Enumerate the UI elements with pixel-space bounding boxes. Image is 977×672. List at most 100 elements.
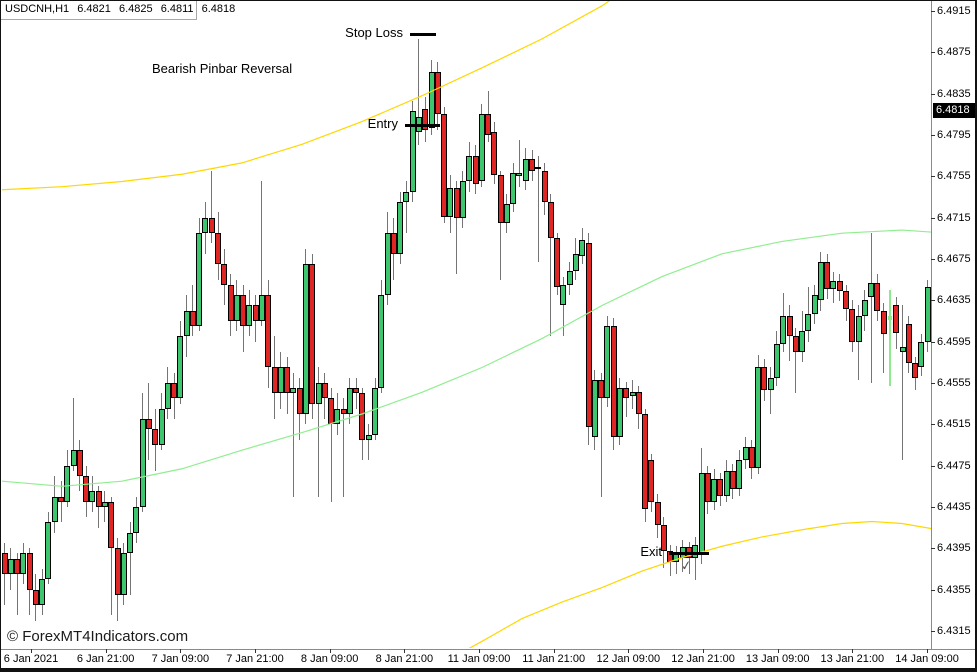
candle-wick — [518, 140, 520, 187]
candle-body — [767, 378, 774, 390]
time-tick — [404, 649, 406, 653]
candle-body — [45, 522, 52, 579]
candle-body — [328, 398, 335, 424]
price-tick — [931, 590, 935, 591]
price-tick — [931, 383, 935, 384]
stop-loss-line — [410, 33, 436, 36]
candle-body — [472, 156, 479, 184]
candle-wick — [368, 424, 370, 460]
price-label: 6.4795 — [937, 129, 971, 141]
time-label: 11 Jan 21:00 — [522, 653, 586, 665]
candle-body — [233, 295, 240, 321]
candle-body — [516, 173, 523, 176]
candle-body — [698, 473, 705, 553]
candle-body — [397, 202, 404, 254]
candle-body — [378, 295, 385, 388]
plot-area[interactable]: Bearish Pinbar Reversal Stop Loss Entry … — [2, 1, 931, 648]
price-label: 6.4435 — [937, 501, 971, 513]
time-label: 6 Jan 21:00 — [76, 653, 135, 665]
price-label: 6.4315 — [937, 625, 971, 637]
price-tick — [931, 466, 935, 467]
price-axis-line — [931, 1, 932, 649]
candle-body — [302, 264, 309, 414]
candle-body — [912, 363, 919, 378]
candle-body — [359, 393, 366, 440]
time-label: 8 Jan 09:00 — [300, 653, 359, 665]
candle-body — [491, 132, 498, 175]
time-tick — [553, 649, 555, 653]
candle-body — [32, 590, 39, 605]
candle-body — [284, 367, 291, 393]
candle-body — [271, 367, 278, 393]
candle-body — [459, 181, 466, 218]
candle-body — [572, 254, 579, 271]
candle-body — [742, 447, 749, 460]
candle-body — [642, 414, 649, 509]
time-label: 13 Jan 09:00 — [745, 653, 810, 665]
candle-body — [114, 548, 121, 595]
candle-body — [805, 314, 812, 331]
candle-body — [723, 471, 730, 496]
candle-wick — [405, 181, 407, 233]
candle-body — [773, 344, 780, 378]
candle-body — [296, 388, 303, 414]
candle-body — [503, 204, 510, 223]
candle-body — [729, 471, 736, 489]
exit-checkmark-icon: ✓ — [680, 558, 693, 575]
candle-body — [861, 300, 868, 316]
candle-body — [202, 218, 209, 233]
envelope-lower-line — [468, 520, 931, 648]
candle-body — [2, 553, 8, 574]
candle-body — [145, 419, 152, 429]
candle-body — [64, 466, 71, 502]
candle-body — [215, 233, 222, 264]
candle-body — [334, 409, 341, 424]
candle-body — [824, 262, 831, 289]
candle-body — [171, 383, 178, 398]
candle-body — [108, 502, 115, 548]
candle-body — [529, 159, 536, 171]
candle-body — [843, 291, 850, 309]
candle-body — [70, 450, 77, 466]
candle-body — [246, 305, 253, 326]
candle-body — [139, 419, 146, 507]
candle-body — [780, 316, 787, 344]
price-label: 6.4715 — [937, 212, 971, 224]
time-axis-line — [1, 649, 975, 650]
candle-body — [887, 316, 892, 320]
candle-body — [183, 311, 190, 336]
time-label: 7 Jan 21:00 — [226, 653, 284, 665]
time-tick — [31, 649, 32, 653]
candle-body — [7, 559, 14, 574]
candle-body — [447, 188, 454, 217]
price-label: 6.4595 — [937, 336, 971, 348]
candle-body — [585, 243, 592, 427]
candle-body — [26, 553, 33, 590]
candle-body — [164, 383, 171, 409]
candle-wick — [129, 522, 131, 595]
candle-body — [158, 409, 165, 445]
time-label: 13 Jan 21:00 — [820, 653, 885, 665]
candle-body — [353, 388, 360, 393]
candle-wick — [4, 543, 5, 605]
time-tick — [255, 649, 256, 653]
candle-body — [120, 553, 127, 595]
candle-body — [196, 233, 203, 326]
price-tick — [931, 548, 935, 549]
candle-body — [309, 264, 316, 404]
candle-wick — [355, 378, 357, 409]
candle-body — [510, 173, 517, 204]
candle-body — [258, 295, 265, 321]
candle-body — [315, 383, 322, 404]
candle-body — [554, 238, 561, 287]
price-tick — [931, 259, 935, 260]
candle-body — [127, 533, 134, 553]
exit-label: Exit — [640, 544, 662, 559]
time-label: 12 Jan 09:00 — [596, 653, 661, 665]
price-label: 6.4675 — [937, 253, 971, 265]
price-label: 6.4555 — [937, 377, 971, 389]
candle-body — [189, 311, 196, 326]
candle-body — [610, 326, 617, 437]
candle-wick — [902, 305, 904, 460]
